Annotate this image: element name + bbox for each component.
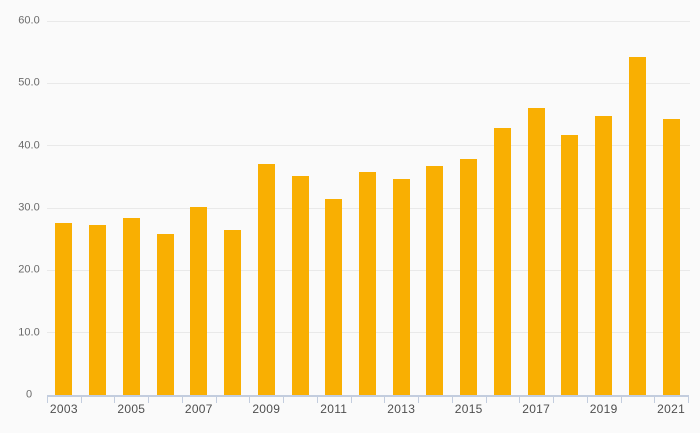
x-axis-tick [283,396,285,403]
bar-2017[interactable] [527,108,545,395]
bar-2008[interactable] [224,229,242,395]
y-axis-tick-label: 30.0 [18,201,40,214]
x-axis-tick-label: 2003 [49,402,78,416]
x-axis-tick [181,396,183,403]
x-axis-tick [586,396,588,403]
bar-2003[interactable] [55,222,73,395]
bar-2019[interactable] [595,116,613,395]
bar-2012[interactable] [359,171,376,395]
bar-2014[interactable] [426,165,444,395]
x-axis-tick-label: 2015 [454,402,483,416]
x-axis-tick-label: 2017 [522,402,551,416]
x-axis-tick [47,396,48,403]
x-axis-tick-label: 2005 [117,402,146,416]
x-axis-tick-label: 2011 [320,402,348,416]
bar-2013[interactable] [392,178,410,395]
y-axis-tick-label: 10.0 [18,326,40,339]
x-axis-tick-label: 2007 [184,402,213,416]
x-axis-tick [451,396,453,403]
x-axis-tick [654,396,656,403]
x-axis-tick [148,396,150,403]
bar-2004[interactable] [89,224,107,395]
bar-2009[interactable] [257,163,275,395]
bar-2005[interactable] [122,217,140,395]
x-axis-tick-label: 2021 [657,402,686,416]
y-axis-tick-label: 40.0 [18,139,40,152]
bar-2010[interactable] [291,176,309,395]
x-axis-tick-label: 2013 [387,402,416,416]
x-axis-tick-label: 2019 [589,402,618,416]
bar-2007[interactable] [190,206,208,395]
y-axis-tick-label: 50.0 [18,76,40,89]
y-axis-tick-label: 60.0 [18,14,40,27]
x-axis-tick [80,396,82,403]
bar-2021[interactable] [662,118,680,395]
bar-2011[interactable] [325,199,343,395]
x-axis-tick [249,396,251,403]
x-axis-tick [384,396,386,403]
y-axis-tick-label: 20.0 [18,263,40,276]
x-axis-tick-label: 2009 [252,402,281,416]
x-axis-tick [418,396,420,403]
y-axis-tick-label: 0 [25,388,33,401]
y-gridline [47,145,690,147]
x-axis-tick [688,396,689,403]
x-axis-tick [485,396,487,403]
x-axis-tick [114,396,116,403]
bar-2006[interactable] [156,234,174,395]
y-gridline [47,82,690,84]
x-axis-tick [519,396,521,403]
x-axis-tick [350,396,352,403]
y-gridline [47,20,690,22]
bar-2015[interactable] [460,159,478,395]
x-axis-tick [316,396,318,403]
x-axis-tick [620,396,622,403]
x-axis-tick [553,396,555,403]
bar-2018[interactable] [561,135,579,395]
x-axis-line [47,395,689,397]
x-axis-tick [215,396,217,403]
bar-2016[interactable] [493,128,511,395]
bar-2020[interactable] [628,57,646,395]
